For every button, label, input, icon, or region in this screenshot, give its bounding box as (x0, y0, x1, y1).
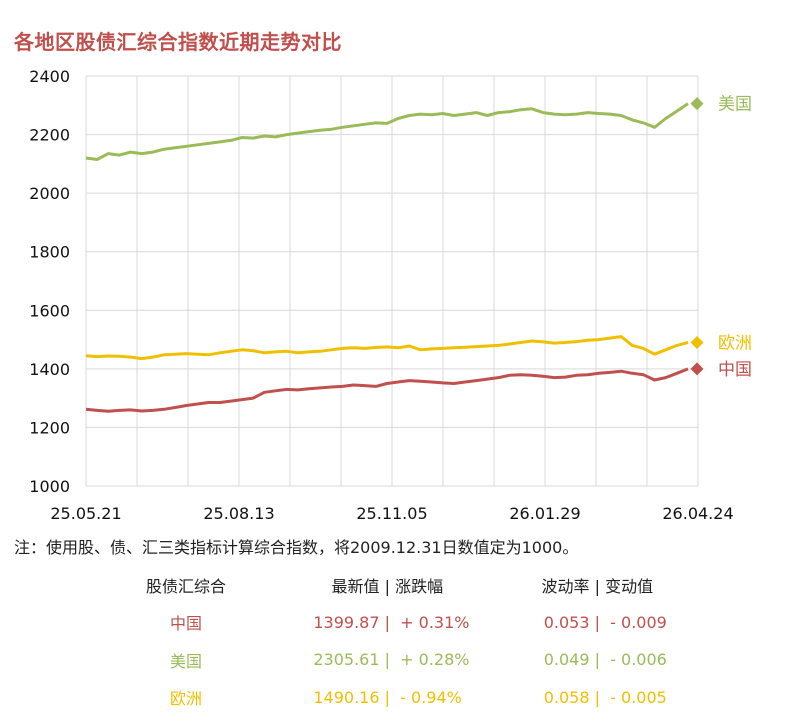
line-chart: 1000 1200 1400 1600 1800 2000 2200 2400 25.05.21… (0, 0, 788, 530)
series-end-marker (691, 362, 704, 375)
row-dvol-value: - 0.005 (610, 688, 667, 707)
row-dvol-value: - 0.006 (610, 650, 667, 669)
row-change-value: + 0.31% (400, 613, 469, 632)
y-tick-label: 2400 (29, 67, 70, 86)
row-latest: 1399.87 | (272, 604, 390, 642)
x-tick-label: 26.04.24 (662, 504, 733, 523)
row-change: - 0.94% (390, 679, 478, 716)
row-vol-value: 0.053 (544, 613, 590, 632)
header-latest: 最新值 | (272, 566, 390, 604)
header-vol-label: 波动率 (542, 577, 590, 596)
row-dvol-value: - 0.009 (610, 613, 667, 632)
header-dvol-label: 变动值 (605, 577, 653, 596)
x-tick-label: 25.05.21 (50, 504, 121, 523)
y-tick-label: 1800 (29, 243, 70, 262)
legend-label: 中国 (718, 360, 752, 380)
row-name: 美国 (100, 641, 272, 679)
row-latest: 1490.16 | (272, 679, 390, 716)
row-latest-value: 1490.16 (313, 688, 379, 707)
summary-table: 股债汇综合 最新值 | 涨跌幅 波动率 | 变动值 中国 1399.87 | +… (100, 566, 690, 716)
footnote: 注：使用股、债、汇三类指标计算综合指数，将2009.12.31日数值定为1000… (14, 534, 578, 558)
row-dvol: - 0.009 (600, 604, 690, 642)
y-tick-label: 1600 (29, 301, 70, 320)
row-change: + 0.31% (390, 604, 478, 642)
row-latest: 2305.61 | (272, 641, 390, 679)
series-line (86, 337, 688, 359)
row-latest-value: 2305.61 (313, 650, 379, 669)
x-tick-label: 25.11.05 (356, 504, 427, 523)
x-tick-label: 26.01.29 (509, 504, 580, 523)
row-name: 欧洲 (100, 679, 272, 716)
table-row: 欧洲 1490.16 | - 0.94% 0.058 | - 0.005 (100, 679, 690, 716)
row-change-value: + 0.28% (400, 650, 469, 669)
header-vol: 波动率 | (478, 566, 600, 604)
row-change: + 0.28% (390, 641, 478, 679)
legend-label: 美国 (718, 95, 752, 115)
header-name: 股债汇综合 (100, 566, 272, 604)
x-tick-label: 25.08.13 (203, 504, 274, 523)
row-vol: 0.049 | (478, 641, 600, 679)
header-change-label: 涨跌幅 (395, 577, 443, 596)
row-change-value: - 0.94% (400, 688, 462, 707)
row-latest-value: 1399.87 (313, 613, 379, 632)
row-vol: 0.053 | (478, 604, 600, 642)
y-tick-label: 1200 (29, 418, 70, 437)
y-tick-label: 2000 (29, 184, 70, 203)
table-header-row: 股债汇综合 最新值 | 涨跌幅 波动率 | 变动值 (100, 566, 690, 604)
y-tick-label: 1000 (29, 477, 70, 496)
legend-label: 欧洲 (718, 333, 752, 353)
header-change: 涨跌幅 (390, 566, 478, 604)
row-name: 中国 (100, 604, 272, 642)
row-dvol: - 0.006 (600, 641, 690, 679)
row-vol: 0.058 | (478, 679, 600, 716)
series-line (86, 104, 688, 160)
row-vol-value: 0.058 (544, 688, 590, 707)
table-row: 中国 1399.87 | + 0.31% 0.053 | - 0.009 (100, 604, 690, 642)
row-dvol: - 0.005 (600, 679, 690, 716)
header-dvol: 变动值 (600, 566, 690, 604)
series-end-marker (691, 97, 704, 110)
table-row: 美国 2305.61 | + 0.28% 0.049 | - 0.006 (100, 641, 690, 679)
series-end-marker (691, 336, 704, 349)
y-tick-label: 2200 (29, 126, 70, 145)
row-vol-value: 0.049 (544, 650, 590, 669)
y-tick-label: 1400 (29, 360, 70, 379)
series-line (86, 369, 688, 411)
header-latest-label: 最新值 (332, 577, 380, 596)
